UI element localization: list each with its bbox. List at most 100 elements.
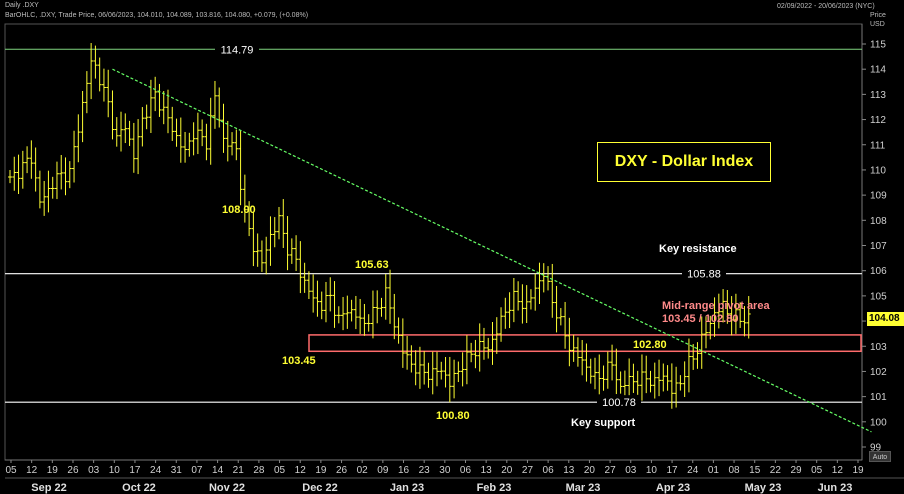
ohlc-bar: [682, 361, 687, 397]
price-tick-label: 114: [870, 65, 886, 76]
ohlc-bar: [302, 262, 307, 293]
ohlc-bar: [136, 119, 141, 175]
ohlc-bar: [191, 122, 196, 156]
auto-scale-button[interactable]: Auto: [869, 451, 891, 462]
month-label: Jun 23: [818, 482, 853, 494]
ohlc-bar: [264, 236, 269, 275]
ohlc-bar: [665, 365, 670, 391]
ohlc-bar: [76, 114, 81, 163]
ohlc-bar: [729, 296, 734, 336]
date-tick-label: 07: [191, 465, 203, 476]
ohlc-bar: [54, 161, 59, 200]
ohlc-bar: [114, 117, 119, 147]
support-label: Key support: [571, 417, 636, 429]
ohlc-bar: [661, 363, 666, 392]
resistance-label: Key resistance: [659, 243, 737, 255]
date-tick-label: 17: [129, 465, 141, 476]
ohlc-bar: [247, 201, 252, 237]
ohlc-bar: [400, 318, 405, 368]
ohlc-bar: [97, 57, 102, 92]
month-label: Dec 22: [302, 482, 337, 494]
ohlc-bar: [178, 117, 183, 163]
ohlc-bar: [140, 107, 145, 147]
ohlc-bar: [29, 140, 34, 179]
date-tick-label: 13: [481, 465, 493, 476]
ohlc-bar: [430, 351, 435, 395]
ohlc-bar: [533, 273, 538, 311]
ohlc-bar: [362, 303, 367, 336]
ohlc-bar: [452, 359, 457, 399]
ohlc-bar: [584, 343, 589, 382]
pivot-box: [308, 334, 862, 353]
support-value-label: 100.78: [602, 397, 636, 409]
price-tick-label: 110: [870, 165, 886, 176]
ohlc-bar: [622, 370, 627, 400]
ohlc-bar: [341, 296, 346, 331]
ohlc-bar: [588, 358, 593, 384]
date-range: 02/09/2022 - 20/06/2023 (NYC): [777, 3, 875, 10]
study-line: BarOHLC, .DXY, Trade Price, 06/06/2023, …: [5, 12, 309, 19]
ohlc-bar: [144, 104, 149, 130]
ohlc-bar: [725, 289, 730, 324]
ohlc-bar: [375, 290, 380, 324]
ohlc-bar: [277, 206, 282, 240]
ohlc-bar: [187, 132, 192, 157]
ohlc-bar: [345, 295, 350, 329]
date-tick-label: 19: [315, 465, 327, 476]
ohlc-bar: [639, 354, 644, 401]
ohlc-bar: [315, 280, 320, 317]
ohlc-bar: [567, 317, 572, 367]
label-100-80: 100.80: [436, 410, 470, 422]
ohlc-bar: [413, 350, 418, 386]
ohlc-bar: [72, 130, 77, 183]
price-tick-label: 100: [870, 417, 887, 428]
ohlc-bar: [332, 281, 337, 328]
ohlc-bar: [507, 292, 512, 329]
ohlc-bar: [614, 348, 619, 395]
date-tick-label: 23: [419, 465, 431, 476]
date-tick-label: 22: [770, 465, 782, 476]
ohlc-bar: [447, 356, 452, 403]
ohlc-bar: [234, 129, 239, 161]
ohlc-bar: [336, 306, 341, 324]
date-tick-label: 05: [274, 465, 286, 476]
ohlc-bar: [435, 351, 439, 387]
ohlc-bar: [733, 293, 738, 334]
ohlc-bar: [285, 216, 290, 271]
date-tick-label: 13: [563, 465, 575, 476]
price-axis-label: Price: [870, 12, 886, 19]
ohlc-bar: [481, 327, 486, 360]
date-tick-label: 09: [377, 465, 389, 476]
ohlc-bar: [165, 89, 170, 134]
month-label: Sep 22: [31, 482, 66, 494]
ohlc-bars: [8, 43, 751, 409]
ohlc-bar: [520, 284, 525, 324]
date-tick-label: 27: [605, 465, 617, 476]
ohlc-bar: [217, 87, 222, 128]
date-tick-label: 19: [852, 465, 864, 476]
ohlc-bar: [652, 362, 657, 399]
ohlc-bar: [59, 154, 64, 190]
ohlc-bar: [490, 321, 495, 365]
ohlc-bar: [311, 274, 316, 313]
ohlc-bar: [742, 305, 747, 337]
ohlc-bar: [12, 156, 17, 191]
ohlc-bar: [554, 285, 559, 333]
ohlc-bar: [353, 295, 358, 330]
date-axis: 05 12 19 26 03 10 17 24 31 07 14 21 28 05 12 19 26 02 09 16…: [5, 460, 864, 494]
ohlc-bar: [183, 131, 188, 163]
date-tick-label: 03: [88, 465, 100, 476]
price-tick-label: 111: [870, 140, 886, 151]
ohlc-bar: [644, 355, 649, 394]
plot-frame: [4, 23, 863, 461]
ohlc-bar: [84, 71, 89, 114]
chart-header: Daily .DXY BarOHLC, .DXY, Trade Price, 0…: [0, 0, 904, 28]
ohlc-bar: [20, 150, 25, 189]
ohlc-bar: [691, 344, 696, 370]
ohlc-bar: [426, 362, 431, 388]
date-tick-label: 01: [708, 465, 720, 476]
ohlc-bar: [580, 340, 585, 376]
resistance-value-label-bg: [682, 266, 726, 281]
label-108: 108.00: [222, 204, 256, 216]
